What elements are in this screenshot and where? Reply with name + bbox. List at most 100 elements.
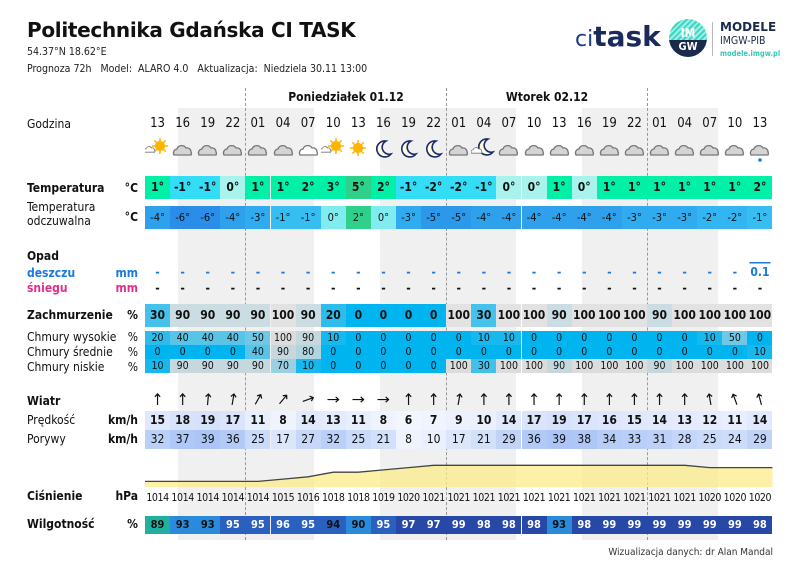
cloud-total-cell: 90 [245,304,271,327]
pressure-value: 1021 [623,492,646,504]
humidity-cell: 89 [145,516,171,534]
pressure-value: 1021 [497,492,521,504]
wind-arrow-icon: ↑ [427,390,440,409]
snow-value: - [456,281,461,295]
hour-label: 19 [601,116,617,131]
cloud-total-cell: 30 [145,304,171,327]
cloud-high-cell: 10 [320,331,346,345]
wind-speed-cell: 15 [621,411,647,430]
snow-value: - [381,281,386,295]
temperature-cell: 2° [370,176,396,199]
apparent-temperature-cell: -4° [220,206,246,229]
wind-gust-cell: 21 [471,430,497,449]
wind-gust-cell: 25 [697,430,723,449]
humidity-cell: 95 [370,516,396,534]
snow-value: - [255,281,261,295]
cloud-mid-cell: 0 [145,345,171,359]
temperature-cell: 1° [647,176,673,199]
cloud-low-cell: 90 [245,359,271,373]
cloud-mid-cell: 40 [245,345,271,359]
wind-gust-cell: 24 [722,430,748,449]
cloud-icon [522,138,547,167]
pressure-value: 1021 [573,492,596,504]
wind-gust-cell: 21 [370,430,396,449]
cloud-total-cell: 100 [521,304,547,327]
cloud-mid-cell: 0 [170,345,196,359]
rain-value: - [707,265,712,279]
rain-value: - [205,265,210,279]
rain-value: - [155,265,160,279]
cloud-mid-cell: 0 [220,345,246,359]
unit: mm [115,266,139,280]
rain-value: - [330,265,336,279]
cloud-total-cell: 90 [220,304,246,327]
apparent-temperature-cell: -4° [145,206,171,229]
snow-value: - [180,281,185,295]
wind-speed-cell: 17 [220,411,246,430]
cloud-high-cell: 0 [571,331,597,345]
cloud-mid-cell: 80 [295,345,321,359]
temperature-cell: 5° [345,176,371,199]
pressure-value: 1021 [598,492,621,504]
apparent-temperature-cell: -2° [722,206,748,229]
hour-label: 01 [652,116,667,131]
wind-speed-cell: 19 [546,411,572,430]
hour-label: 22 [626,116,642,131]
wind-arrow-icon: ↑ [402,390,415,409]
modele-url[interactable]: modele.imgw.pl [720,49,781,58]
cloud-mid-cell: 0 [195,345,221,359]
wind-speed-cell: 14 [747,411,773,430]
pressure-value: 1021 [447,492,471,504]
wind-gust-cell: 17 [270,430,296,449]
rain-value: - [732,265,738,279]
hour-label: 16 [175,116,191,131]
temperature-cell: 2° [295,176,321,199]
apparent-temperature-cell: -4° [596,206,622,229]
hour-label: 13 [150,116,165,131]
unit: °C [124,181,138,195]
wind-arrow-icon: ↑ [477,390,490,409]
rain-value: - [381,265,386,279]
cloud-high-cell: 0 [446,331,472,345]
snow-value: - [406,281,411,295]
label-predkosc: Prędkość [27,413,76,427]
cloud-icon [697,138,722,167]
wind-speed-cell: 13 [672,411,698,430]
cloud-high-cell: 20 [145,331,171,345]
wind-speed-cell: 17 [571,411,597,430]
apparent-temperature-cell: -4° [571,206,597,229]
cloud-low-cell: 100 [722,359,748,373]
cloud-mid-cell: 0 [647,345,673,359]
wind-gust-cell: 34 [596,430,622,449]
cloud-low-cell: 90 [647,359,673,373]
temperature-cell: -1° [396,176,422,199]
cloud-icon [220,138,245,167]
forecast-info: Prognoza 72h Model: ALARO 4.0 Aktualizac… [27,63,368,75]
humidity-cell: 93 [546,516,572,534]
hour-label: 07 [702,116,718,131]
snow-value: - [657,281,662,295]
snow-value: - [280,281,286,295]
unit: % [127,360,138,374]
hour-label: 10 [526,116,542,131]
wind-arrow-icon: ↑ [151,390,164,409]
cloud-total-cell: 90 [170,304,196,327]
hour-label: 22 [225,116,241,131]
wind-speed-cell: 14 [295,411,321,430]
rain-value: - [431,265,436,279]
apparent-temperature-cell: -4° [496,206,522,229]
cloud-mid-cell: 0 [471,345,497,359]
temperature-cell: -1° [195,176,221,199]
hour-label: 13 [551,116,567,131]
snow-value: - [431,281,436,295]
humidity-cell: 98 [571,516,597,534]
imgw-logo: IM GW [669,19,707,57]
wind-gust-cell: 25 [245,430,271,449]
snow-value: - [481,281,487,295]
wind-gust-cell: 33 [621,430,647,449]
label-deszczu: deszczu [27,266,76,280]
cloud-low-cell: 100 [697,359,723,373]
snow-value: - [155,281,160,295]
label-zachmurzenie: Zachmurzenie [27,308,113,322]
cloud-total-cell: 90 [295,304,321,327]
